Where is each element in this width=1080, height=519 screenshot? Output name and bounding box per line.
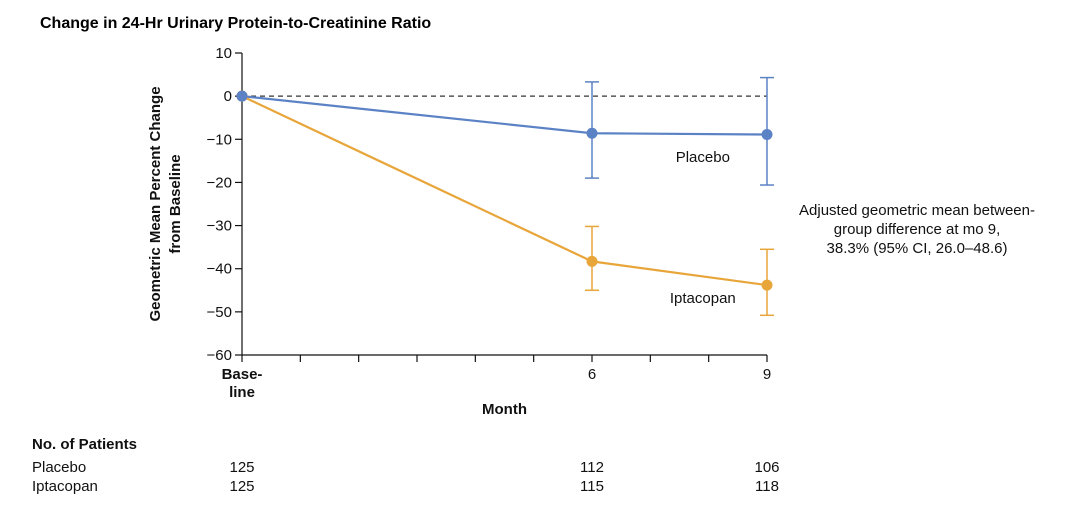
chart-title: Change in 24-Hr Urinary Protein-to-Creat… — [40, 15, 431, 32]
x-tick-label: Base-line — [222, 366, 263, 401]
difference-annotation-line: 38.3% (95% CI, 26.0–48.6) — [827, 240, 1008, 257]
x-tick-label: 9 — [763, 366, 771, 383]
patients-count-iptacopan: 125 — [229, 478, 254, 495]
x-tick-label-line: Base- — [222, 366, 263, 383]
x-tick-label: 6 — [588, 366, 596, 383]
difference-annotation-line: Adjusted geometric mean between- — [799, 202, 1035, 219]
patients-count-iptacopan: 118 — [755, 478, 779, 495]
patients-count-iptacopan: 115 — [580, 478, 604, 495]
placebo-data-point — [586, 127, 598, 139]
difference-annotation: Adjusted geometric mean between-group di… — [799, 202, 1035, 257]
patients-row-label-iptacopan: Iptacopan — [32, 478, 98, 495]
x-axis-title: Month — [482, 401, 527, 418]
placebo-data-point — [761, 129, 773, 141]
placebo-series-label: Placebo — [676, 149, 730, 166]
patients-row-label-placebo: Placebo — [32, 459, 86, 476]
y-tick-label: 10 — [215, 45, 232, 62]
y-tick-label: −30 — [207, 218, 232, 235]
y-axis-title-line: from Baseline — [167, 154, 184, 253]
y-tick-label: 0 — [224, 88, 232, 105]
placebo-series-line — [241, 95, 768, 136]
x-tick-label-line: line — [229, 384, 255, 401]
x-tick-label-line: 6 — [588, 366, 596, 383]
difference-annotation-line: group difference at mo 9, — [834, 221, 1001, 238]
y-tick-label: −10 — [207, 131, 232, 148]
x-tick-label-line: 9 — [763, 366, 771, 383]
patients-count-placebo: 112 — [580, 459, 604, 476]
patients-heading: No. of Patients — [32, 436, 137, 453]
y-tick-label: −40 — [207, 261, 232, 278]
baseline-data-point — [236, 90, 248, 102]
iptacopan-data-point — [586, 255, 598, 267]
iptacopan-series-label: Iptacopan — [670, 290, 736, 307]
patients-count-placebo: 106 — [754, 459, 779, 476]
y-tick-label: −60 — [207, 347, 232, 364]
patients-count-placebo: 125 — [229, 459, 254, 476]
iptacopan-data-point — [761, 279, 773, 291]
y-tick-label: −20 — [207, 174, 232, 191]
y-axis-title: Geometric Mean Percent Change from Baseli… — [147, 86, 184, 321]
y-axis-title-line: Geometric Mean Percent Change — [147, 86, 164, 321]
y-tick-label: −50 — [207, 304, 232, 321]
